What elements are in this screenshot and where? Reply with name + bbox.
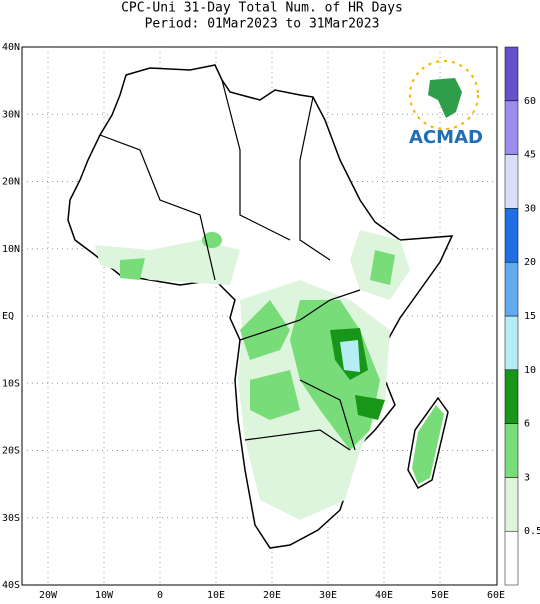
lon-label: 60E <box>487 590 505 600</box>
lon-label: 20W <box>39 590 58 600</box>
colorbar-swatch <box>504 154 519 209</box>
lat-label: 10S <box>2 378 20 389</box>
country-border <box>99 79 361 451</box>
subtitle: Period: 01Mar2023 to 31Mar2023 <box>145 17 380 32</box>
colorbar-swatch <box>504 46 519 102</box>
colorbar-swatch <box>504 477 519 532</box>
colorbar-label: 20 <box>524 257 536 268</box>
lat-label: EQ <box>2 311 14 322</box>
colorbar-label: 3 <box>524 472 530 483</box>
lat-label: 40S <box>2 580 20 591</box>
logo: ACMAD <box>409 60 483 148</box>
lat-label: 30N <box>2 109 20 120</box>
colorbar-swatch <box>504 261 519 317</box>
colorbar-swatch <box>504 369 519 424</box>
colorbar-swatch <box>504 100 519 155</box>
rain-area <box>412 405 444 484</box>
colorbar-label: 60 <box>524 96 536 107</box>
lon-label: 30E <box>319 590 337 600</box>
logo-africa <box>428 78 462 118</box>
rain-area <box>340 340 360 372</box>
rain-area <box>240 300 290 360</box>
colorbar-label: 0.5 <box>524 526 540 537</box>
logo-text: ACMAD <box>409 127 483 148</box>
rain-area <box>355 395 385 420</box>
lat-label: 20N <box>2 177 20 188</box>
colorbar-swatch <box>504 423 519 478</box>
colorbar-label: 15 <box>524 311 536 322</box>
lat-label: 40N <box>2 42 20 53</box>
lon-label: 50E <box>431 590 449 600</box>
rain-area <box>250 370 300 420</box>
colorbar-swatch <box>504 315 519 371</box>
rain-area <box>120 258 145 280</box>
lon-label: 0 <box>157 590 163 600</box>
lat-label: 10N <box>2 244 20 255</box>
lon-label: 10W <box>95 590 114 600</box>
colorbar: 0.5 3 6 10 15 20 30 45 60 <box>504 46 540 586</box>
lon-label: 40E <box>375 590 393 600</box>
logo-ring <box>409 60 479 130</box>
lon-label: 20E <box>263 590 281 600</box>
lon-label: 10E <box>207 590 225 600</box>
colorbar-label: 6 <box>524 419 530 430</box>
rain-area <box>370 250 395 285</box>
lat-label: 20S <box>2 446 20 457</box>
colorbar-swatch <box>504 208 519 263</box>
lat-label: 30S <box>2 513 20 524</box>
colorbar-swatch <box>504 530 519 586</box>
colorbar-label: 10 <box>524 365 536 376</box>
title: CPC-Uni 31-Day Total Num. of HR Days <box>121 1 403 16</box>
colorbar-label: 30 <box>524 203 536 214</box>
colorbar-label: 45 <box>524 150 536 161</box>
africa <box>67 64 454 549</box>
